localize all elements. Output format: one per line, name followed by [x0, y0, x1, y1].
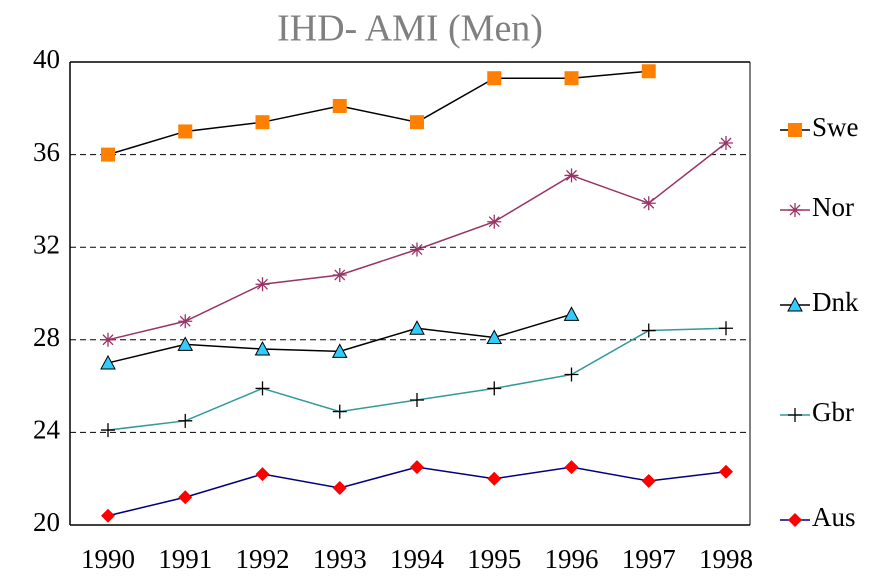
- y-tick-label: 36: [33, 137, 60, 167]
- legend-label: Aus: [812, 502, 856, 532]
- marker: [255, 381, 270, 396]
- marker: [255, 115, 270, 130]
- marker: [641, 64, 656, 79]
- marker: [254, 341, 271, 356]
- marker: [719, 464, 733, 479]
- y-tick-label: 40: [33, 44, 60, 74]
- y-tick-label: 24: [33, 415, 61, 445]
- x-tick-label: 1995: [467, 544, 521, 574]
- marker: [101, 147, 115, 162]
- marker: [719, 321, 733, 336]
- marker: [255, 277, 270, 292]
- x-tick-label: 1998: [699, 544, 753, 574]
- x-tick-label: 1991: [158, 544, 212, 574]
- chart-title: IHD- AMI (Men): [277, 8, 543, 50]
- marker: [410, 115, 424, 130]
- y-tick-label: 32: [33, 229, 60, 259]
- marker: [178, 413, 193, 428]
- marker: [641, 196, 656, 211]
- marker: [788, 408, 802, 422]
- marker: [410, 242, 424, 257]
- marker: [100, 354, 116, 370]
- marker: [641, 474, 656, 489]
- marker: [101, 423, 115, 438]
- marker: [255, 467, 270, 482]
- marker: [788, 123, 802, 137]
- marker: [332, 98, 347, 113]
- series-line: [107, 466, 727, 517]
- marker: [331, 343, 348, 358]
- marker: [101, 332, 115, 347]
- marker: [101, 508, 115, 523]
- marker: [178, 490, 193, 505]
- marker: [564, 460, 579, 475]
- marker: [178, 314, 193, 329]
- x-tick-label: 1992: [236, 544, 290, 574]
- marker: [332, 480, 347, 495]
- marker: [486, 329, 503, 344]
- marker: [788, 513, 802, 527]
- marker: [564, 168, 579, 183]
- legend-label: Nor: [812, 192, 854, 222]
- marker: [787, 296, 803, 312]
- marker: [487, 471, 502, 486]
- legend-label: Gbr: [812, 397, 854, 427]
- x-tick-label: 1997: [622, 544, 676, 574]
- marker: [641, 323, 656, 338]
- marker: [178, 124, 193, 139]
- series-line: [107, 142, 727, 341]
- marker: [409, 320, 425, 335]
- y-tick-label: 20: [33, 507, 60, 537]
- y-tick-label: 28: [33, 322, 60, 352]
- marker: [563, 306, 580, 321]
- marker: [788, 203, 802, 217]
- marker: [332, 404, 347, 419]
- marker: [487, 214, 502, 229]
- x-tick-label: 1990: [81, 544, 135, 574]
- series-line: [107, 327, 727, 431]
- marker: [177, 336, 194, 351]
- marker: [719, 136, 733, 151]
- marker: [332, 267, 347, 282]
- marker: [487, 71, 502, 86]
- legend-label: Dnk: [812, 287, 859, 317]
- marker: [564, 367, 579, 382]
- marker: [410, 460, 424, 475]
- marker: [487, 381, 502, 396]
- x-tick-label: 1993: [313, 544, 367, 574]
- marker: [564, 71, 579, 86]
- legend-label: Swe: [812, 112, 859, 142]
- x-tick-label: 1996: [545, 544, 599, 574]
- x-tick-label: 1994: [390, 544, 445, 574]
- series-line: [107, 70, 649, 156]
- marker: [410, 392, 424, 407]
